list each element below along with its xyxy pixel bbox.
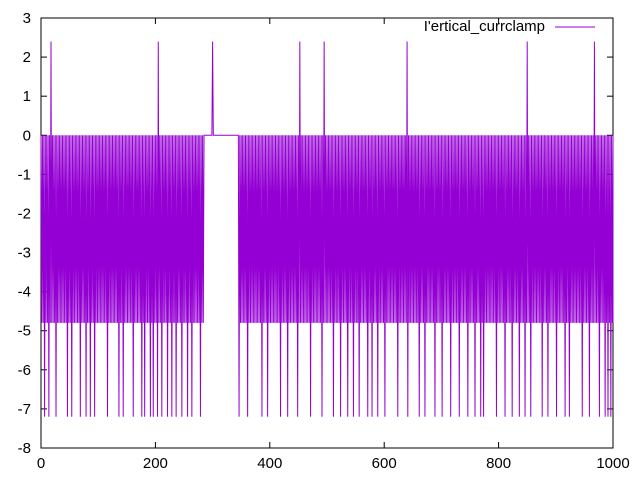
axis-ticks: 0 200 400 600 800 1000 3 2 1 0 -1 -2 -3 -4 -5 -6 -7 -8 [18,10,630,472]
y-tick-label: -6 [18,362,31,379]
x-tick-label: 200 [143,455,168,472]
series-line [40,41,614,417]
x-tick-label: 1000 [596,455,629,472]
y-tick-label: 0 [23,127,31,144]
legend: I'ertical_currclamp [424,18,595,35]
x-tick-label: 800 [486,455,511,472]
x-tick-label: 600 [372,455,397,472]
x-tick-label: 0 [37,455,45,472]
y-tick-label: -7 [18,401,31,418]
y-tick-label: -1 [18,166,31,183]
y-tick-label: -2 [18,205,31,222]
y-tick-label: 3 [23,10,31,27]
series-group [40,41,614,417]
y-tick-label: -4 [18,284,31,301]
y-tick-label: 1 [23,88,31,105]
y-tick-label: -3 [18,245,31,262]
x-tick-label: 400 [257,455,282,472]
y-tick-label: -8 [18,440,31,457]
legend-label: I'ertical_currclamp [424,18,545,35]
y-tick-label: 2 [23,49,31,66]
y-tick-label: -5 [18,323,31,340]
